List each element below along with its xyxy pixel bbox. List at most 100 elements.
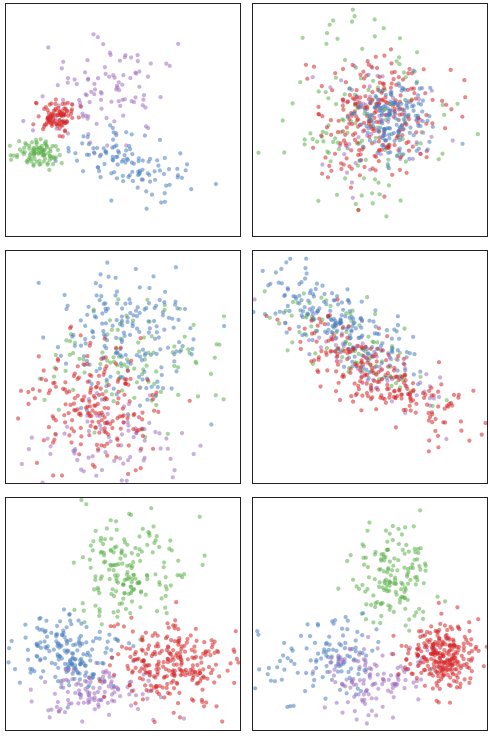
- scatter-point: [126, 443, 131, 448]
- scatter-point: [401, 152, 406, 157]
- scatter-point: [483, 420, 488, 426]
- scatter-point: [53, 431, 58, 437]
- scatter-point: [92, 314, 97, 319]
- scatter-point: [177, 349, 183, 354]
- scatter-point: [80, 141, 85, 146]
- scatter-point: [402, 585, 408, 590]
- scatter-point: [105, 143, 110, 148]
- scatter-point: [91, 146, 96, 151]
- scatter-point: [418, 546, 423, 551]
- scatter-point: [390, 172, 395, 177]
- scatter-point: [372, 153, 377, 158]
- scatter-point: [421, 395, 427, 400]
- scatter-point: [182, 643, 187, 648]
- scatter-point: [177, 340, 182, 345]
- scatter-point: [38, 640, 43, 645]
- scatter-point: [408, 565, 413, 570]
- scatter-point: [72, 607, 77, 612]
- scatter-point: [319, 656, 324, 661]
- scatter-point: [481, 664, 486, 669]
- scatter-point: [66, 146, 71, 151]
- scatter-point: [92, 151, 97, 156]
- scatter-point: [43, 645, 48, 650]
- scatter-point: [340, 103, 345, 108]
- scatter-point: [277, 321, 282, 326]
- scatter-point: [198, 655, 203, 660]
- scatter-point: [374, 713, 379, 718]
- scatter-point: [328, 159, 333, 164]
- scatter-point: [354, 717, 359, 722]
- scatter-point: [424, 372, 429, 377]
- scatter-point: [148, 61, 153, 66]
- scatter-point: [316, 651, 321, 656]
- scatter-point: [302, 137, 307, 142]
- scatter-point: [393, 425, 398, 430]
- scatter-point: [362, 562, 367, 567]
- scatter-point: [345, 618, 350, 623]
- scatter-point: [385, 382, 390, 388]
- scatter-point: [351, 577, 356, 582]
- scatter-point: [366, 713, 371, 718]
- scatter-point: [380, 677, 386, 682]
- scatter-point: [70, 651, 75, 656]
- scatter-point: [375, 646, 380, 651]
- scatter-point: [411, 389, 416, 394]
- scatter-point: [342, 657, 347, 662]
- scatter-point: [78, 343, 84, 348]
- scatter-point: [146, 159, 151, 164]
- scatter-point: [323, 155, 328, 160]
- scatter-point: [322, 291, 327, 297]
- scatter-point: [96, 698, 101, 703]
- scatter-point: [104, 526, 109, 531]
- scatter-point: [190, 677, 195, 683]
- scatter-point: [449, 107, 454, 112]
- scatter-point: [176, 558, 181, 563]
- scatter-point: [422, 561, 428, 566]
- scatter-point: [194, 361, 199, 366]
- scatter-point: [453, 658, 458, 663]
- scatter-point: [377, 80, 382, 85]
- scatter-point: [172, 359, 177, 364]
- scatter-point: [27, 155, 32, 160]
- scatter-point: [127, 563, 132, 568]
- scatter-point: [380, 704, 385, 709]
- scatter-point: [110, 419, 115, 424]
- scatter-point: [326, 647, 331, 652]
- scatter-point: [387, 126, 393, 131]
- scatter-point: [27, 143, 32, 148]
- scatter-point: [341, 307, 346, 312]
- scatter-point: [176, 701, 181, 706]
- scatter-point: [137, 534, 142, 539]
- scatter-point: [411, 103, 416, 108]
- scatter-point: [182, 649, 188, 654]
- scatter-point: [336, 118, 341, 123]
- scatter-point: [464, 637, 469, 642]
- scatter-point: [435, 433, 441, 438]
- scatter-point: [155, 672, 160, 677]
- scatter-point: [456, 648, 461, 653]
- scatter-point: [415, 646, 420, 651]
- scatter-point: [432, 649, 437, 654]
- scatter-point: [394, 122, 399, 127]
- scatter-point: [222, 323, 227, 329]
- scatter-point: [411, 524, 416, 529]
- scatter-point: [325, 330, 330, 336]
- scatter-point: [450, 672, 456, 677]
- scatter-point: [458, 681, 463, 686]
- scatter-point: [371, 120, 376, 125]
- scatter-point: [62, 648, 67, 653]
- scatter-point: [54, 704, 59, 710]
- scatter-point: [305, 622, 310, 627]
- scatter-point: [325, 368, 330, 373]
- scatter-point: [150, 446, 156, 451]
- scatter-point: [397, 125, 402, 130]
- scatter-point: [182, 334, 187, 339]
- scatter-point: [110, 563, 116, 568]
- scatter-point: [415, 652, 421, 658]
- scatter-point: [108, 374, 113, 379]
- scatter-point: [363, 617, 369, 622]
- scatter-point: [139, 647, 144, 652]
- scatter-point: [97, 685, 102, 691]
- scatter-point: [436, 404, 441, 409]
- scatter-point: [376, 180, 381, 185]
